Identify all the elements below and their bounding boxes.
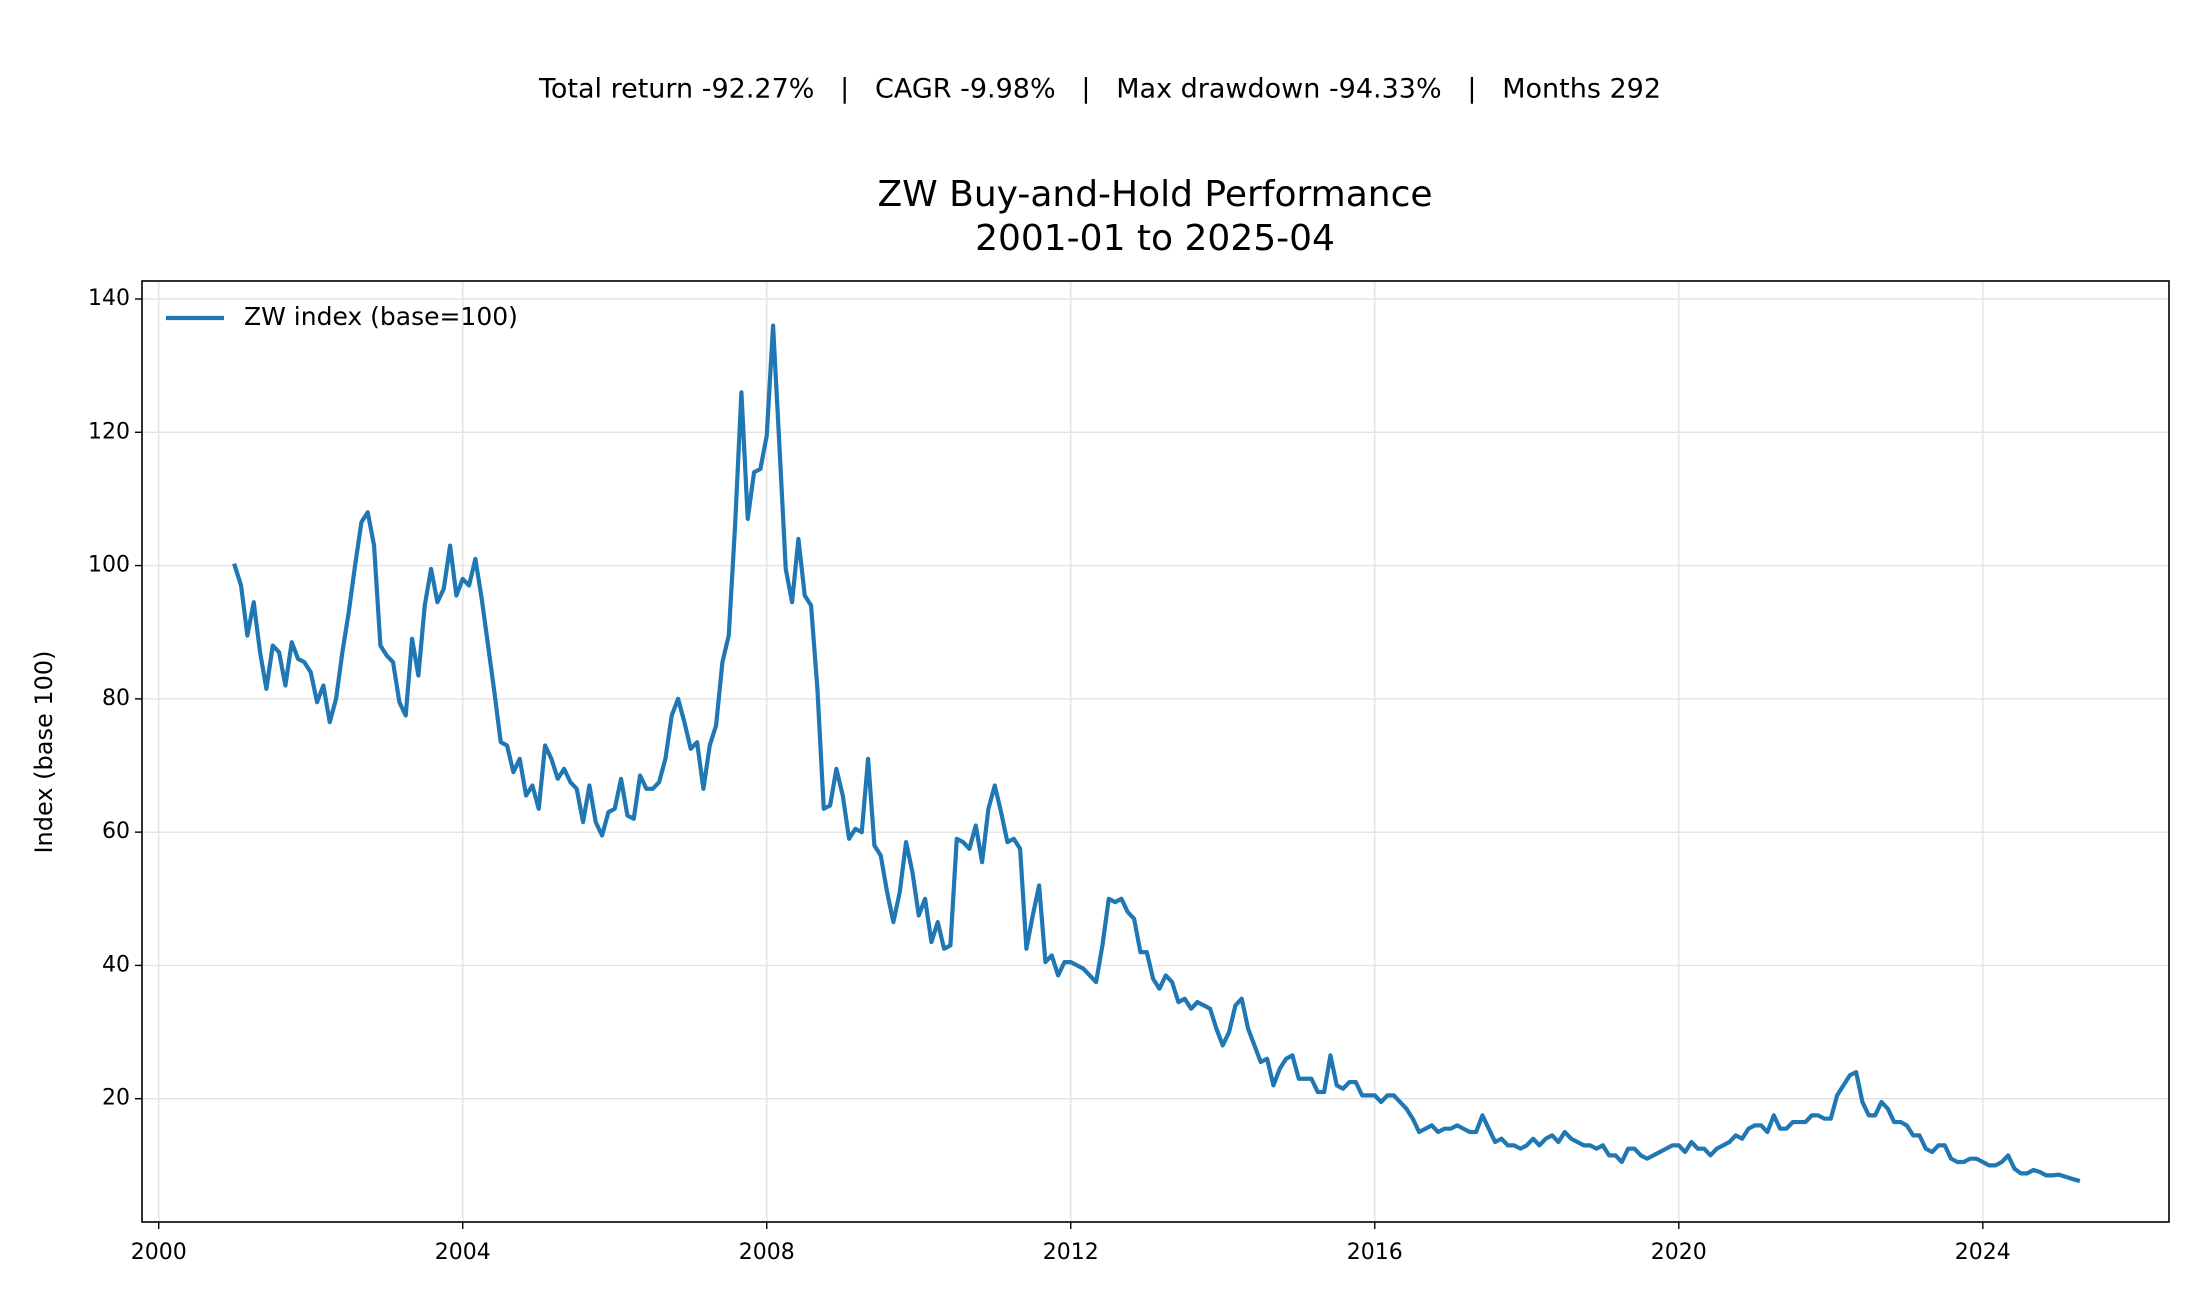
line-series bbox=[232, 323, 2081, 1184]
y-axis-label: Index (base 100) bbox=[30, 650, 58, 853]
chart-title: 2001-01 to 2025-04 bbox=[975, 218, 1335, 259]
y-tick-label: 100 bbox=[88, 553, 130, 578]
x-tick-label: 2020 bbox=[1651, 1240, 1707, 1265]
y-tick-label: 20 bbox=[102, 1086, 130, 1111]
x-tick-label: 2008 bbox=[739, 1240, 795, 1265]
legend-label: ZW index (base=100) bbox=[244, 302, 518, 331]
x-tick-label: 2024 bbox=[1955, 1240, 2011, 1265]
y-tick-label: 120 bbox=[88, 419, 130, 444]
y-tick-label: 60 bbox=[102, 819, 130, 844]
y-tick-label: 80 bbox=[102, 686, 130, 711]
x-tick-label: 2004 bbox=[435, 1240, 491, 1265]
x-tick-label: 2000 bbox=[131, 1240, 187, 1265]
plot-frame bbox=[141, 280, 2170, 1223]
y-tick-label: 40 bbox=[102, 952, 130, 977]
x-tick-label: 2016 bbox=[1347, 1240, 1403, 1265]
y-tick-label: 140 bbox=[88, 286, 130, 311]
x-tick-label: 2012 bbox=[1043, 1240, 1099, 1265]
chart-title: ZW Buy-and-Hold Performance bbox=[877, 174, 1432, 215]
stats-line: Total return -92.27% | CAGR -9.98% | Max… bbox=[538, 74, 1661, 105]
